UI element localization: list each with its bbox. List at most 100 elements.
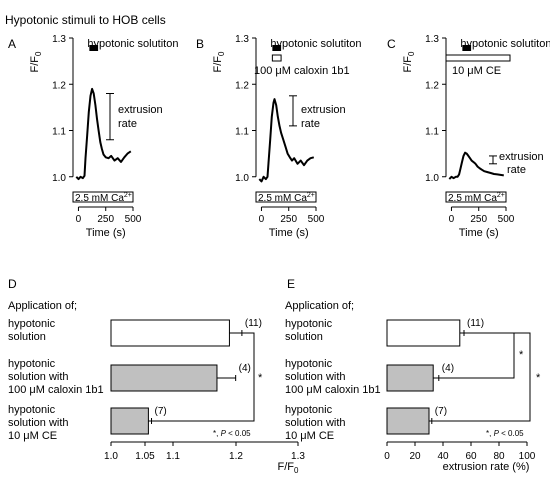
stimulus-bar (272, 45, 282, 51)
panel-b: B F/F0 1.0 1.1 1.2 1.3 hypotonic solutiton 100 … (196, 34, 361, 239)
x-tick-label: 500 (125, 214, 142, 225)
n-label: (4) (239, 363, 251, 374)
category-label: 100 μM caloxin 1b1 (285, 384, 381, 396)
calcium-label: 2.5 mM Ca2+ (258, 192, 315, 204)
y-tick-label: 1.1 (52, 127, 66, 138)
x-tick-label: 1.0 (104, 451, 118, 462)
significance-bracket (151, 332, 255, 422)
treatment-label: 100 μM caloxin 1b1 (254, 65, 350, 77)
trace-line (75, 87, 132, 181)
bar (110, 407, 149, 435)
x-axis-label: F/F0 (278, 461, 300, 475)
n-label: (7) (155, 406, 167, 417)
category-label: 100 μM caloxin 1b1 (8, 384, 104, 396)
panel-letter: D (8, 277, 17, 291)
panel-heading: Application of; (285, 300, 354, 312)
panel-letter: A (8, 37, 16, 51)
category-label: hypotonic (285, 358, 333, 370)
y-tick-label: 1.2 (52, 80, 66, 91)
n-label: (11) (245, 318, 262, 329)
bar (110, 364, 218, 392)
panel-letter: E (287, 277, 295, 291)
panel-c: C F/F0 1.0 1.1 1.2 1.3 hypotonic solutiton 10 μ… (387, 34, 550, 239)
x-tick-label: 100 (519, 451, 536, 462)
calcium-bar (445, 191, 507, 203)
category-label: hypotonic (8, 404, 56, 416)
calcium-label: 2.5 mM Ca2+ (448, 192, 505, 204)
y-tick-label: 1.1 (425, 127, 439, 138)
category-label: hypotonic (8, 318, 56, 330)
annotation-label: extrusion (118, 104, 163, 116)
annotation-label: rate (301, 118, 320, 130)
category-label: hypotonic (285, 318, 333, 330)
n-label: (7) (435, 406, 447, 417)
category-label: solution with (285, 417, 346, 429)
significance-bracket (438, 332, 515, 379)
annotation-label: extrusion (499, 151, 544, 163)
trace-line (258, 98, 315, 183)
y-tick-label: 1.0 (235, 173, 249, 184)
n-label: (4) (442, 363, 454, 374)
y-tick-label: 1.3 (235, 34, 249, 45)
y-tick-label: 1.2 (425, 80, 439, 91)
stimulus-label: hypotonic solutiton (460, 38, 550, 50)
bar (386, 364, 434, 392)
x-tick-label: 250 (97, 214, 114, 225)
figure-title: Hypotonic stimuli to HOB cells (5, 13, 166, 27)
calcium-bar (255, 191, 317, 203)
n-label: (11) (467, 318, 484, 329)
calcium-label: 2.5 mM Ca2+ (75, 192, 132, 204)
annotation-label: rate (507, 164, 526, 176)
category-label: solution with (285, 371, 346, 383)
significance-bracket (431, 332, 531, 422)
y-axis-label: F/F0 (212, 51, 226, 73)
x-tick-label: 40 (437, 451, 449, 462)
y-axis-label: F/F0 (402, 51, 416, 73)
x-tick-label: 0 (449, 214, 455, 225)
x-tick-label: 0 (259, 214, 265, 225)
stat-note: *, P < 0.05 (213, 429, 251, 438)
x-axis-label: extrusion rate (%) (443, 461, 530, 473)
category-label: hypotonic (285, 404, 333, 416)
x-tick-label: 60 (465, 451, 477, 462)
significance-marker: * (258, 372, 263, 384)
category-label: 10 μM CE (285, 430, 334, 442)
treatment-bar (445, 54, 511, 62)
x-tick-label: 20 (409, 451, 421, 462)
x-tick-label: 500 (498, 214, 515, 225)
stimulus-label: hypotonic solutiton (270, 38, 361, 50)
y-axis-label: F/F0 (29, 51, 43, 73)
stimulus-bar (89, 45, 99, 51)
y-tick-label: 1.3 (425, 34, 439, 45)
bar (386, 319, 461, 347)
bar (386, 407, 430, 435)
panel-heading: Application of; (8, 300, 77, 312)
x-tick-label: 500 (308, 214, 325, 225)
y-tick-label: 1.1 (235, 127, 249, 138)
x-tick-label: 1.1 (166, 451, 180, 462)
x-tick-label: 0 (384, 451, 390, 462)
x-tick-label: 250 (470, 214, 487, 225)
x-tick-label: 80 (493, 451, 505, 462)
bar (110, 319, 230, 347)
category-label: solution (285, 331, 323, 343)
category-label: solution with (8, 371, 69, 383)
x-axis-label: Time (s) (269, 227, 309, 239)
treatment-bar (271, 54, 282, 62)
trace-line (448, 151, 504, 180)
category-label: 10 μM CE (8, 430, 57, 442)
y-tick-label: 1.2 (235, 80, 249, 91)
significance-marker: * (519, 349, 524, 361)
annotation-label: extrusion (301, 104, 346, 116)
y-tick-label: 1.3 (52, 34, 66, 45)
x-axis-label: Time (s) (86, 227, 126, 239)
stimulus-bar (462, 45, 472, 51)
y-tick-label: 1.0 (425, 173, 439, 184)
annotation-label: rate (118, 118, 137, 130)
calcium-bar (72, 191, 134, 203)
significance-marker: * (536, 372, 541, 384)
x-tick-label: 1.3 (291, 451, 305, 462)
